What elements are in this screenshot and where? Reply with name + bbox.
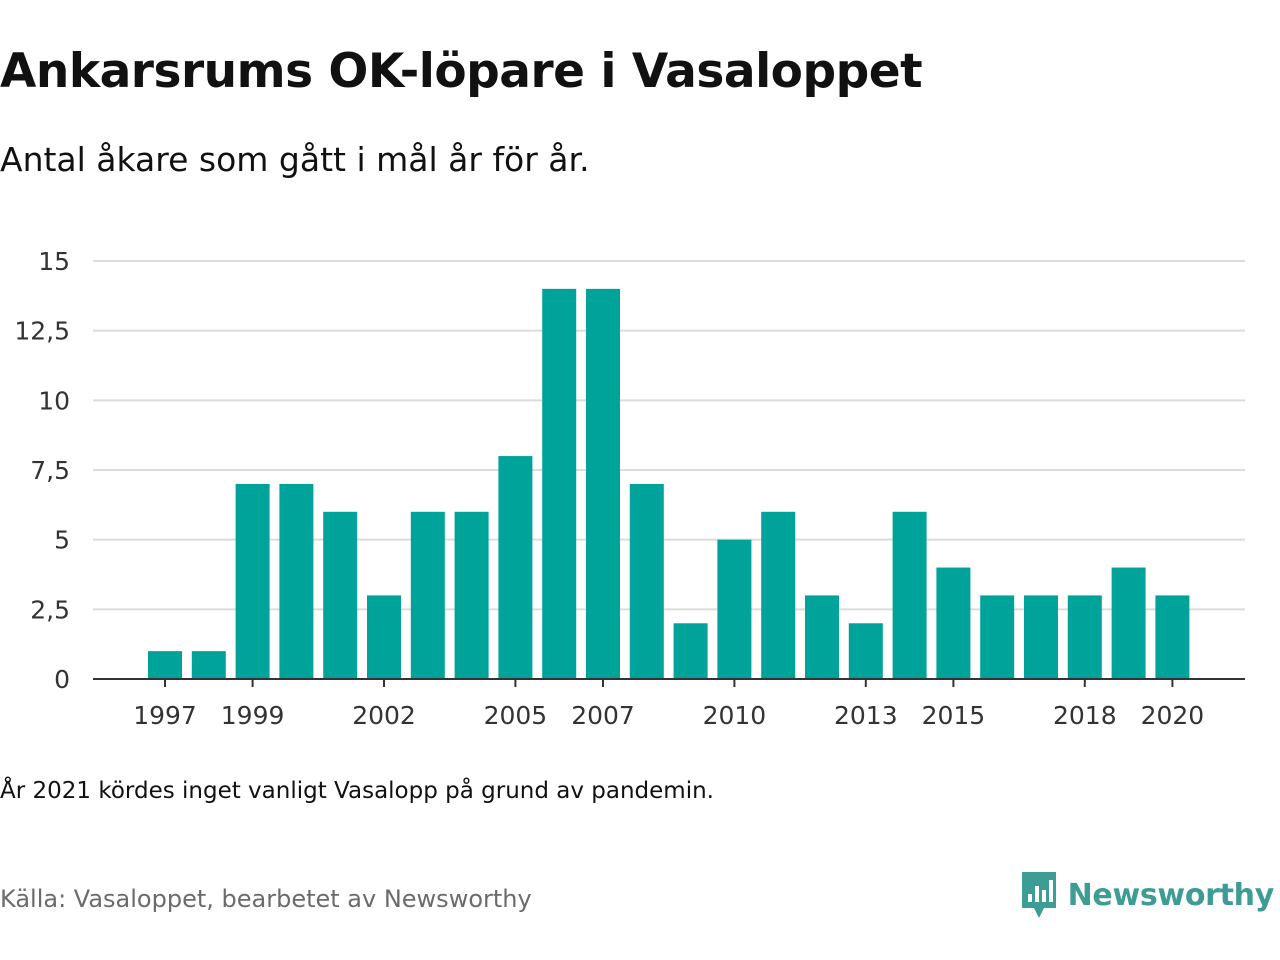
y-tick-label: 2,5 (30, 595, 70, 624)
bar-2018 (1067, 595, 1102, 679)
x-tick-label: 2005 (484, 701, 548, 730)
bar-2017 (1024, 595, 1058, 679)
bar-2020 (1155, 595, 1190, 679)
bar-2003 (410, 511, 445, 679)
bar-2005 (498, 456, 533, 679)
bar-2014 (892, 511, 927, 679)
chart-note: År 2021 kördes inget vanligt Vasalopp på… (0, 778, 714, 804)
chart-title: Ankarsrums OK-löpare i Vasaloppet (0, 44, 923, 99)
bar-2016 (980, 595, 1015, 679)
bar-1999 (235, 483, 270, 679)
bar-chart: 0 2,5 5 7,5 10 12,5 15 1997 1999 2002 2005 2007 201… (14, 247, 1245, 730)
newsworthy-logo-icon (1021, 872, 1056, 918)
x-tick-label: 2007 (571, 701, 635, 730)
bar-2011 (761, 511, 796, 679)
x-tick-label: 1999 (221, 701, 285, 730)
x-tick-label: 2002 (352, 701, 416, 730)
x-axis-ticks: 1997 1999 2002 2005 2007 2010 2013 2015 2018 2020 (93, 678, 1245, 730)
y-tick-label: 12,5 (14, 317, 70, 346)
brand-name: Newsworthy (1067, 877, 1275, 913)
y-tick-label: 5 (54, 526, 70, 555)
x-tick-label: 2010 (703, 701, 767, 730)
bar-2010 (717, 539, 752, 679)
bar-2019 (1111, 567, 1146, 679)
source-credit: Källa: Vasaloppet, bearbetet av Newswort… (0, 885, 532, 913)
bar-2008 (629, 483, 664, 679)
bar-2013 (848, 623, 883, 679)
x-tick-label: 1997 (133, 701, 197, 730)
brand-logo: Newsworthy (1020, 870, 1274, 920)
bar-2000 (279, 483, 314, 679)
y-axis-ticks: 0 2,5 5 7,5 10 12,5 15 (14, 247, 70, 694)
y-tick-label: 7,5 (30, 456, 70, 485)
x-tick-label: 2013 (834, 701, 898, 730)
bar-2012 (805, 595, 839, 679)
bar-2006 (542, 288, 577, 679)
bar-2001 (323, 511, 358, 679)
bar-2007 (586, 288, 620, 679)
bars (148, 288, 1190, 679)
bar-2002 (367, 595, 401, 679)
y-tick-label: 0 (54, 665, 70, 694)
bar-2004 (454, 511, 489, 679)
y-tick-label: 15 (38, 247, 70, 276)
bar-2009 (673, 623, 708, 679)
bar-1997 (148, 651, 182, 679)
bar-2015 (936, 567, 971, 679)
x-tick-label: 2018 (1053, 701, 1117, 730)
x-tick-label: 2020 (1141, 701, 1205, 730)
chart-subtitle: Antal åkare som gått i mål år för år. (0, 140, 590, 179)
y-tick-label: 10 (38, 386, 70, 415)
bar-1998 (191, 651, 226, 679)
x-tick-label: 2015 (922, 701, 986, 730)
